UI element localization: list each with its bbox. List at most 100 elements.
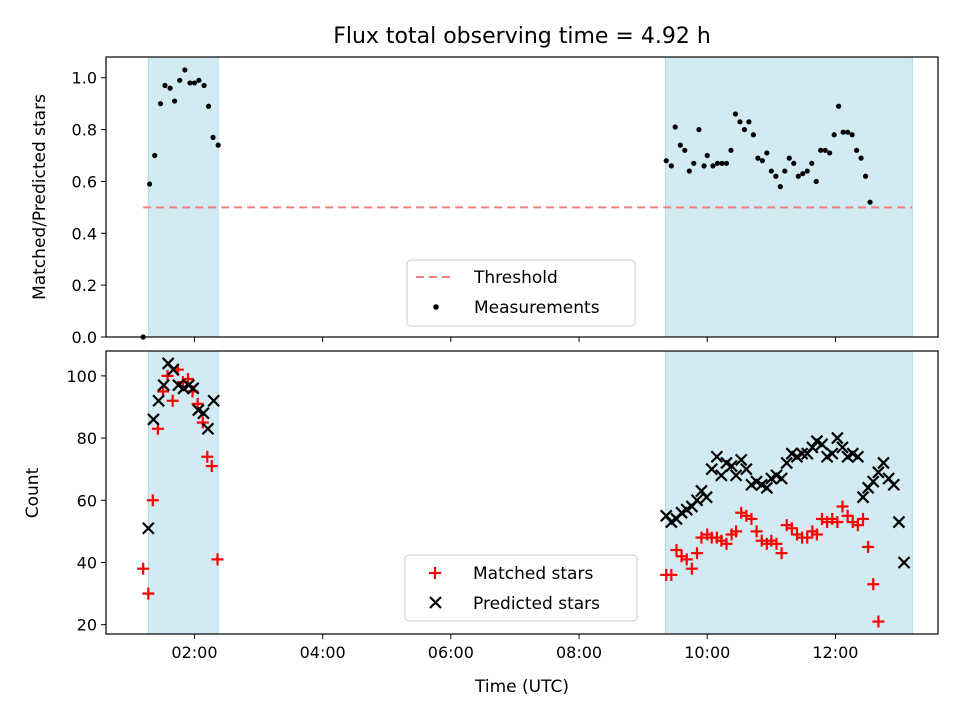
- measurement-point: [710, 163, 716, 169]
- measurement-point: [862, 173, 869, 179]
- measurement-point: [205, 103, 212, 109]
- measurement-point: [746, 119, 752, 125]
- measurement-point: [677, 142, 683, 148]
- measurement-point: [152, 152, 158, 159]
- measurement-point: [191, 80, 198, 86]
- matched-star-point: [836, 500, 849, 513]
- matched-star-point: [211, 553, 224, 566]
- matched-star-point: [831, 516, 844, 529]
- measurement-point: [858, 155, 864, 161]
- predicted-star-point: [872, 466, 885, 479]
- matched-star-point: [862, 540, 875, 553]
- predicted-star-point: [806, 441, 819, 454]
- measurement-point: [836, 103, 842, 109]
- x-tick-label: 12:00: [812, 643, 858, 662]
- y-tick-label: 0.8: [72, 121, 97, 140]
- measurement-point: [215, 142, 221, 148]
- measurement-point: [845, 129, 851, 135]
- matched-star-point: [196, 416, 209, 429]
- legend-top: Threshold Measurements: [406, 259, 636, 327]
- predicted-star-point: [734, 453, 748, 467]
- legend-threshold-label: Threshold: [473, 268, 558, 288]
- x-axis-bottom: 02:00 04:00 06:00 08:00 10:00 12:00: [171, 634, 858, 662]
- matched-star-point: [201, 450, 214, 463]
- measurement-point: [791, 160, 797, 166]
- x-tick-label: 06:00: [428, 643, 474, 662]
- measurement-point: [809, 160, 815, 166]
- matched-star-point: [146, 494, 159, 507]
- measurement-point: [741, 126, 748, 133]
- legend-predicted-swatch: [429, 596, 442, 609]
- measurement-point: [732, 111, 739, 117]
- measurement-point: [686, 168, 692, 174]
- y-axis-top: 0.0 0.2 0.4 0.6 0.8 1.0: [72, 69, 106, 347]
- measurement-point: [777, 184, 783, 190]
- matched-star-point: [867, 578, 880, 591]
- matched-star-point: [191, 397, 204, 410]
- predicted-star-point: [831, 431, 844, 445]
- predicted-star-point: [780, 456, 794, 470]
- y-tick-label: 0.6: [72, 172, 97, 191]
- y-tick-label: 0.4: [72, 224, 97, 243]
- predicted-star-point: [815, 438, 829, 451]
- measurement-point: [157, 101, 164, 107]
- predicted-star-point: [795, 447, 809, 460]
- y-axis-bottom: 20 40 60 80 100: [66, 367, 106, 635]
- measurement-point: [177, 77, 183, 83]
- measurement-point: [201, 82, 207, 89]
- measurement-point: [728, 147, 734, 153]
- predicted-star-point: [157, 378, 170, 392]
- matched-star-point: [857, 512, 870, 525]
- measurement-point: [786, 155, 792, 161]
- measurement-point: [818, 147, 824, 153]
- measurement-point: [867, 199, 873, 205]
- y-tick-label: 1.0: [72, 69, 97, 88]
- measurement-point: [773, 173, 779, 179]
- matched-star-point: [872, 615, 885, 628]
- predicted-star-point: [197, 406, 210, 420]
- measurement-point: [696, 126, 702, 133]
- matched-star-point: [730, 525, 743, 538]
- measurement-point: [849, 132, 855, 138]
- matched-star-point: [785, 522, 798, 535]
- matched-star-point: [775, 547, 788, 560]
- measurement-point: [682, 147, 688, 153]
- predicted-star-point: [856, 490, 870, 504]
- y-tick-label: 0.2: [72, 276, 97, 295]
- x-tick-label: 04:00: [300, 643, 346, 662]
- measurement-point: [804, 168, 810, 174]
- predicted-star-point: [760, 481, 774, 495]
- predicted-star-point: [897, 556, 911, 569]
- measurement-point: [663, 158, 669, 164]
- matched-star-point: [801, 531, 814, 544]
- measurement-point: [750, 132, 756, 138]
- measurement-point: [668, 163, 674, 169]
- matched-star-point: [670, 544, 683, 557]
- shaded-window-1: [147, 350, 219, 635]
- matched-star-point: [851, 519, 864, 532]
- predicted-star-point: [207, 394, 220, 408]
- predicted-star-point: [740, 462, 753, 476]
- matched-star-point: [205, 460, 218, 473]
- legend-bottom: Matched stars Predicted stars: [404, 554, 638, 622]
- predicted-star-point: [167, 363, 180, 376]
- subplot-ratio: 0.0 0.2 0.4 0.6 0.8 1.0 Matched/Predicted sta…: [30, 56, 939, 347]
- axes-frame-bottom: [105, 350, 939, 635]
- counts-series: [137, 357, 911, 628]
- y-tick-label: 100: [66, 367, 97, 386]
- matched-star-point: [690, 547, 703, 560]
- measurement-point: [704, 152, 710, 159]
- predicted-star-point: [825, 447, 839, 460]
- matched-star-point: [166, 394, 179, 407]
- x-axis-top: [193, 337, 836, 342]
- predicted-star-point: [877, 456, 890, 470]
- measurement-point: [182, 67, 188, 73]
- matched-star-point: [841, 509, 854, 522]
- measurement-point: [813, 178, 819, 185]
- legend-measurements-swatch: [433, 304, 439, 310]
- measurement-point: [672, 124, 678, 130]
- matched-star-point: [685, 562, 698, 575]
- measurement-point: [782, 168, 788, 174]
- legend-measurements-label: Measurements: [474, 298, 600, 318]
